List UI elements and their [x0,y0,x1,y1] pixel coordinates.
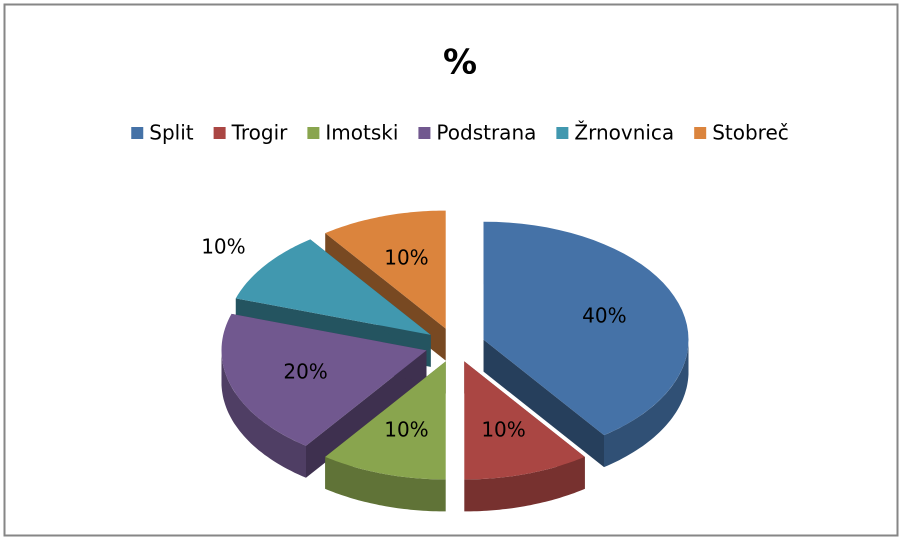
legend-label: Imotski [325,121,398,145]
pie-slice [325,210,446,329]
legend-swatch [213,127,226,139]
slice-outer-wall [604,339,689,468]
legend-swatch [694,127,707,139]
chart-frame [3,3,899,537]
pie: 40% 10% 10% 20% 10% 10% [201,210,689,512]
legend-label: Stobreč [712,121,789,145]
data-label: 10% [201,235,245,259]
data-label: 20% [283,359,327,383]
pie-slice [325,361,446,480]
slice-outer-wall [464,456,585,512]
slice-outer-wall [325,456,446,512]
pie-slice [221,313,427,446]
legend-label: Žrnovnica [574,121,674,145]
legend-swatch [556,127,569,139]
data-label: 40% [582,304,626,328]
legend: Split Trogir Imotski Podstrana Žrnovnica Stob… [131,121,789,145]
legend-swatch [418,127,431,139]
pie-slice [464,361,585,480]
legend-swatch [131,127,144,139]
chart-title: % [443,43,477,83]
legend-label: Split [149,121,194,145]
data-label: 10% [384,418,428,442]
slice-outer-wall [221,350,306,478]
legend-swatch [307,127,320,139]
slice-side-wall [305,350,427,478]
pie-slice [235,239,431,335]
legend-label: Trogir [231,121,289,145]
data-label: 10% [481,418,525,442]
data-label: 10% [384,245,428,269]
pie-slice [483,221,689,436]
slice-side-wall [483,339,605,468]
legend-label: Podstrana [436,121,536,145]
